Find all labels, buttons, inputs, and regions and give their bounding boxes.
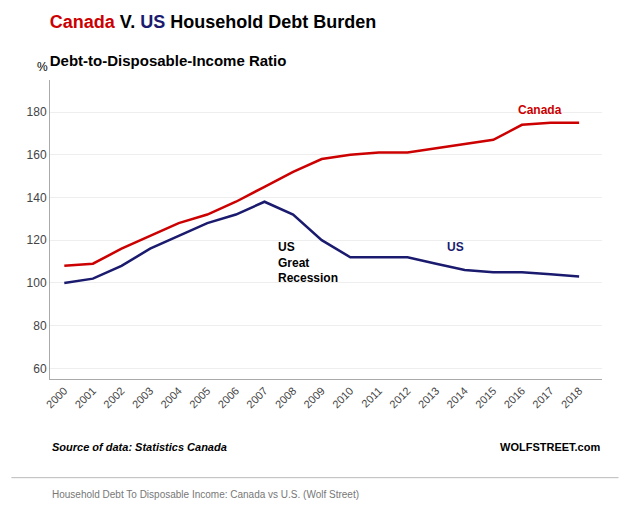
svg-text:2014: 2014	[444, 385, 470, 411]
svg-text:2008: 2008	[273, 385, 299, 411]
svg-text:120: 120	[27, 233, 47, 247]
svg-text:100: 100	[27, 276, 47, 290]
svg-text:2005: 2005	[187, 385, 213, 411]
svg-text:2001: 2001	[72, 385, 98, 411]
svg-text:2004: 2004	[158, 385, 184, 411]
svg-text:2017: 2017	[530, 385, 556, 411]
svg-text:140: 140	[27, 191, 47, 205]
svg-text:Source of data: Statistics Can: Source of data: Statistics Canada	[52, 441, 227, 453]
svg-text:Debt-to-Disposable-Income Rati: Debt-to-Disposable-Income Ratio	[50, 52, 287, 69]
svg-text:2003: 2003	[130, 385, 156, 411]
svg-text:160: 160	[27, 148, 47, 162]
svg-text:2010: 2010	[330, 385, 356, 411]
svg-text:180: 180	[27, 105, 47, 119]
svg-text:2013: 2013	[416, 385, 442, 411]
svg-text:%: %	[37, 60, 48, 74]
svg-text:2018: 2018	[559, 385, 585, 411]
svg-text:2000: 2000	[44, 385, 70, 411]
svg-text:2007: 2007	[244, 385, 270, 411]
svg-text:2012: 2012	[387, 385, 413, 411]
svg-text:Canada V. US Household Debt Bu: Canada V. US Household Debt Burden	[50, 12, 376, 32]
svg-text:2011: 2011	[359, 385, 384, 410]
svg-text:Canada: Canada	[518, 103, 562, 117]
svg-text:USGreatRecession: USGreatRecession	[278, 240, 338, 285]
svg-text:2016: 2016	[501, 385, 527, 411]
svg-text:US: US	[447, 240, 464, 254]
svg-text:80: 80	[33, 319, 47, 333]
svg-text:60: 60	[33, 362, 47, 376]
svg-text:Household Debt To Disposable I: Household Debt To Disposable Income: Can…	[52, 489, 359, 500]
svg-text:WOLFSTREET.com: WOLFSTREET.com	[500, 441, 600, 453]
svg-text:2009: 2009	[301, 385, 327, 411]
svg-text:2006: 2006	[215, 385, 241, 411]
svg-text:2015: 2015	[473, 385, 499, 411]
svg-text:2002: 2002	[101, 385, 127, 411]
